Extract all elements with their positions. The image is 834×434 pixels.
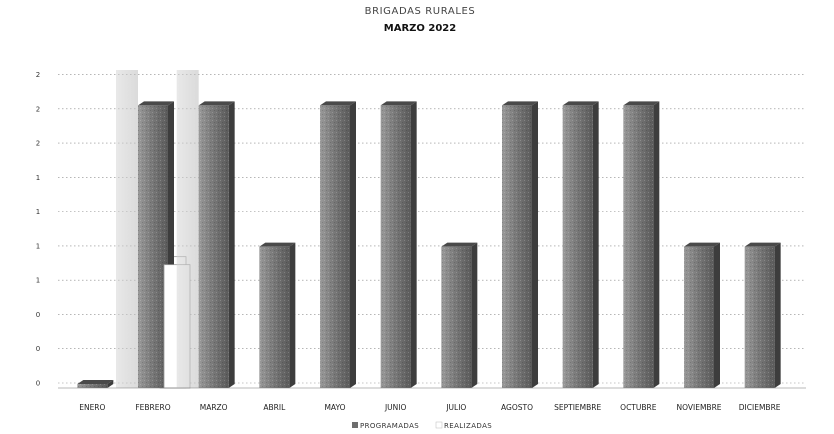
y-axis-ticks: 0 0 0 1 1 1 1 2 2 2	[36, 71, 40, 387]
y-tick-label: 2	[36, 105, 40, 113]
legend-swatch-realizadas	[435, 421, 443, 429]
x-category-label: JUNIO	[384, 403, 407, 412]
bar-programadas-side	[289, 242, 296, 388]
bar-texture	[138, 105, 168, 388]
chart-title: BRIGADAS RURALES	[365, 6, 476, 17]
bar-programadas-top	[744, 242, 781, 247]
legend-label-programadas: PROGRAMADAS	[360, 422, 419, 430]
y-tick-label: 1	[36, 242, 40, 250]
bar-texture	[441, 246, 472, 388]
bar-programadas-side	[410, 101, 417, 388]
x-category-label: MARZO	[200, 403, 228, 412]
bar-programadas-side	[107, 380, 114, 388]
x-category-label: SEPTIEMBRE	[554, 403, 601, 412]
bar-programadas-top	[441, 242, 478, 247]
y-tick-label: 1	[36, 174, 40, 182]
bar-programadas-top	[320, 101, 356, 106]
bar-programadas-top	[502, 101, 538, 106]
y-tick-label: 0	[36, 311, 40, 319]
bar-texture	[77, 384, 108, 388]
bar-texture	[259, 246, 290, 388]
bar-texture	[320, 105, 350, 388]
bar-programadas-side	[774, 242, 781, 388]
x-category-label: DICIEMBRE	[739, 403, 781, 412]
bars	[58, 70, 806, 389]
bar-programadas-top	[138, 101, 174, 106]
back-wall-panel	[116, 70, 138, 388]
bar-programadas-top	[198, 101, 235, 106]
chart-subtitle: MARZO 2022	[384, 23, 456, 34]
y-tick-label: 1	[36, 277, 40, 285]
bar-texture	[380, 105, 411, 388]
bar-texture	[198, 105, 229, 388]
bar-texture	[744, 246, 775, 388]
bar-programadas-top	[623, 101, 660, 106]
bar-programadas-top	[684, 242, 720, 247]
x-axis-categories: ENERO FEBRERO MARZO ABRIL MAYO JUNIO JULIO AGOS…	[79, 403, 781, 412]
bar-texture	[502, 105, 532, 388]
bar-programadas-side	[592, 101, 599, 388]
x-category-label: MAYO	[324, 403, 345, 412]
y-tick-label: 2	[36, 140, 40, 148]
y-tick-label: 1	[36, 208, 40, 216]
bar-texture	[684, 246, 714, 388]
x-category-label: NOVIEMBRE	[676, 403, 721, 412]
legend-label-realizadas: REALIZADAS	[444, 422, 492, 430]
bar-programadas-side	[653, 101, 660, 388]
x-category-label: AGOSTO	[501, 403, 533, 412]
bar-programadas-top	[259, 242, 296, 247]
y-tick-label: 0	[36, 380, 40, 388]
legend-swatch-programadas	[352, 422, 358, 428]
bar-texture	[562, 105, 593, 388]
x-category-label: ENERO	[79, 403, 105, 412]
back-wall-panel	[176, 70, 199, 388]
bar-programadas-top	[380, 101, 417, 106]
bar-programadas-top	[77, 380, 114, 384]
bar-programadas-side	[532, 101, 538, 388]
bar-texture	[623, 105, 654, 388]
bar-programadas-side	[350, 101, 356, 388]
x-category-label: JULIO	[445, 403, 466, 412]
x-category-label: FEBRERO	[135, 403, 170, 412]
legend: PROGRAMADAS REALIZADAS	[352, 421, 492, 430]
y-tick-label: 2	[36, 71, 40, 79]
x-category-label: ABRIL	[263, 403, 286, 412]
bar-programadas-side	[471, 242, 478, 388]
bar-programadas-side	[714, 242, 720, 388]
bar-programadas-top	[562, 101, 599, 106]
bar-programadas-side	[228, 101, 235, 388]
x-category-label: OCTUBRE	[620, 403, 657, 412]
y-tick-label: 0	[36, 345, 40, 353]
